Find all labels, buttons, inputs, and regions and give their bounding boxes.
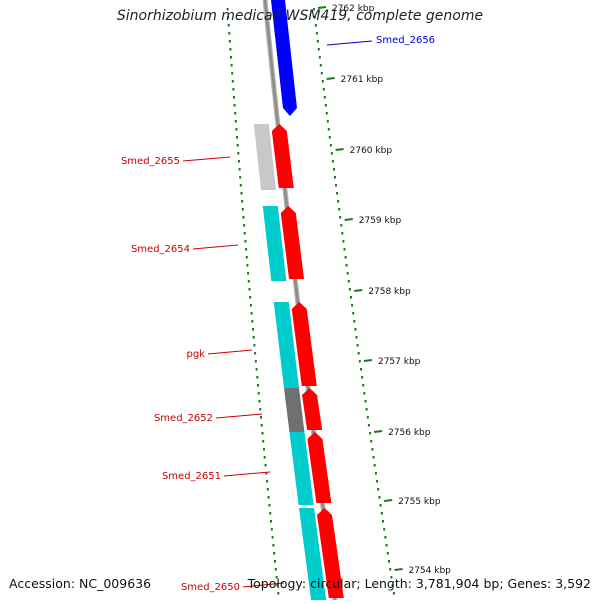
leader-line [326, 40, 373, 46]
cds-forward-1 [280, 206, 305, 279]
tick-mark [384, 499, 393, 502]
cog-block-5 [299, 508, 327, 600]
leader-line [215, 413, 263, 419]
tick-mark [373, 430, 383, 433]
tick-label: 2758 kbp [368, 287, 411, 297]
gene-label: Smed_2650 [181, 582, 240, 593]
tick-mark [363, 359, 373, 362]
cog-block-2 [273, 302, 300, 388]
tick-mark [326, 77, 335, 80]
gene-label: Smed_2654 [131, 244, 190, 255]
cog-block-4 [289, 432, 314, 505]
tick-label: 2762 kbp [332, 4, 375, 14]
cds-forward-5 [317, 508, 344, 598]
tick-mark [394, 568, 403, 571]
leader-line [182, 156, 231, 162]
topology-text: Topology: circular; Length: 3,781,904 bp… [247, 576, 591, 591]
leader-line [242, 582, 285, 588]
tick-label: 2755 kbp [398, 497, 441, 507]
tick-label: 2757 kbp [378, 357, 421, 367]
cds-forward-3 [302, 388, 323, 430]
cog-block-3 [284, 388, 305, 432]
tick-label: 2756 kbp [388, 428, 431, 438]
tick-mark [344, 218, 353, 221]
cds-forward-0 [271, 124, 294, 188]
tick-label: 2761 kbp [341, 75, 384, 85]
tick-label: 2760 kbp [350, 146, 393, 156]
gene-label: pgk [187, 349, 206, 360]
tick-mark [317, 6, 327, 9]
tick-mark [354, 289, 363, 292]
leader-line [223, 471, 271, 477]
leader-line [207, 349, 253, 355]
leader-line [192, 244, 239, 250]
gene-label: Smed_2656 [376, 35, 435, 46]
accession-text: Accession: NC_009636 [9, 576, 152, 591]
cog-block-1 [262, 206, 287, 281]
cds-forward-2 [291, 302, 317, 386]
gene-label: Smed_2651 [162, 471, 221, 482]
map-title: Sinorhizobium medicae WSM419, complete g… [116, 8, 484, 24]
cds-reverse-smed-2656 [271, 0, 297, 116]
tick-mark [335, 148, 344, 151]
tick-label: 2759 kbp [359, 216, 402, 226]
gc-track-inner [226, 8, 280, 595]
cds-forward-4 [307, 432, 332, 503]
gene-label: Smed_2655 [121, 156, 180, 167]
cog-block-0 [253, 124, 277, 190]
tick-label: 2754 kbp [408, 566, 451, 576]
gene-label: Smed_2652 [154, 413, 213, 424]
